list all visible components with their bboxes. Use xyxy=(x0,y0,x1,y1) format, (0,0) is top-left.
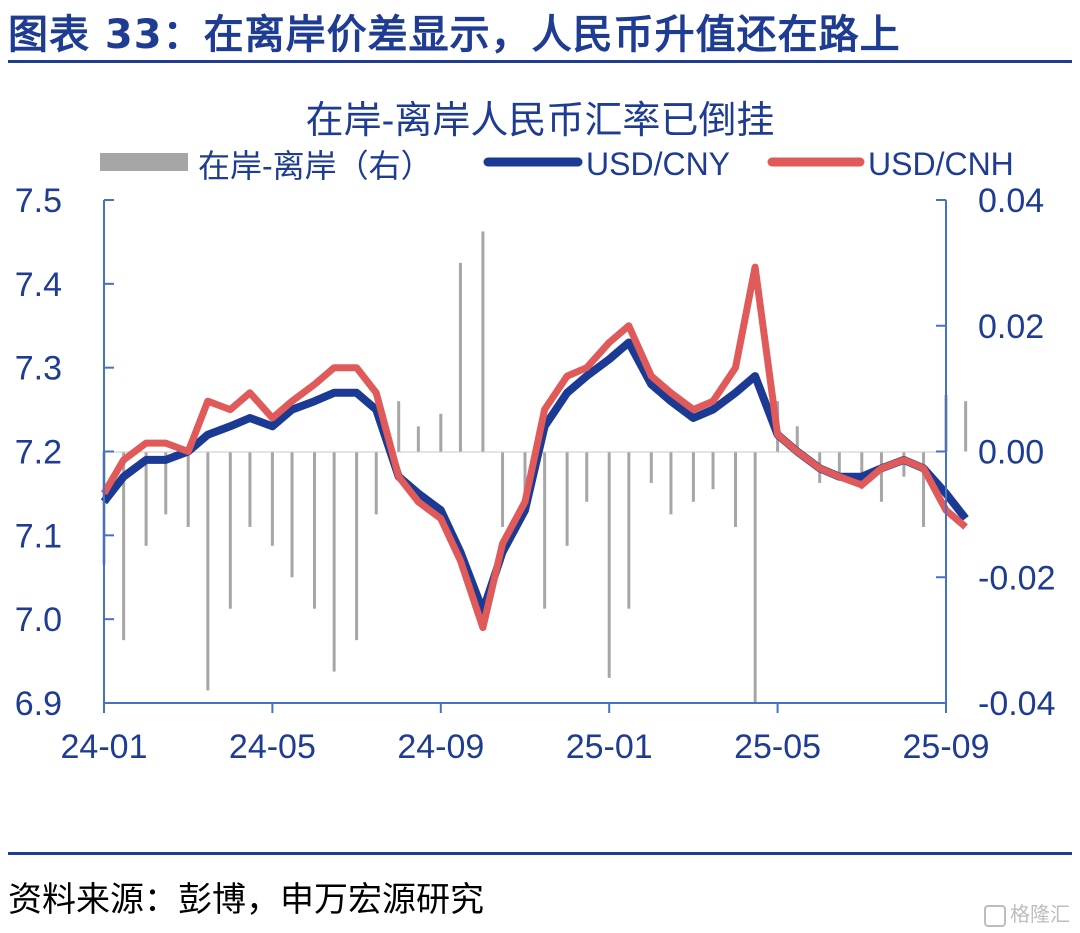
source-note: 资料来源：彭博，申万宏源研究 xyxy=(8,880,484,920)
x-tick-label: 25-09 xyxy=(903,728,990,766)
spread-bar xyxy=(439,413,443,452)
x-tick-label: 25-01 xyxy=(566,728,653,766)
y-left-tick-label: 7.5 xyxy=(15,182,62,220)
spread-bar xyxy=(585,451,589,502)
spread-bar xyxy=(332,451,336,672)
legend-label-spread: 在岸-离岸（右） xyxy=(198,148,433,184)
legend-swatch-spread xyxy=(100,153,188,171)
spread-bar xyxy=(355,451,359,641)
spread-bar xyxy=(228,451,232,609)
spread-bar xyxy=(795,426,799,452)
chart-title: 在岸-离岸人民币汇率已倒挂 xyxy=(306,100,775,142)
spread-bar xyxy=(248,451,252,527)
x-tick-label: 25-05 xyxy=(734,728,821,766)
y-left-tick-label: 7.1 xyxy=(15,517,62,555)
x-tick-label: 24-01 xyxy=(61,728,148,766)
y-right-tick-label: 0.00 xyxy=(978,434,1044,472)
watermark: 格隆汇 xyxy=(984,898,1070,927)
y-right-tick-label: 0.04 xyxy=(978,182,1044,220)
spread-bar xyxy=(879,451,883,502)
x-tick-label: 24-09 xyxy=(397,728,484,766)
spread-bar xyxy=(374,451,378,515)
spread-bar xyxy=(711,451,715,490)
spread-bar xyxy=(607,451,611,678)
spread-bar xyxy=(481,231,485,452)
spread-bar xyxy=(206,451,210,691)
spread-bar xyxy=(753,451,757,703)
footer-divider xyxy=(8,852,1072,855)
spread-bar xyxy=(734,451,737,527)
spread-bar xyxy=(964,401,968,452)
spread-bar xyxy=(627,451,631,609)
spread-bar xyxy=(860,451,864,490)
spread-bar xyxy=(523,451,527,502)
header-divider xyxy=(8,60,1072,63)
series-line-usd-cnh xyxy=(100,263,968,632)
spread-bar xyxy=(313,451,316,609)
y-left-tick-label: 6.9 xyxy=(15,685,62,723)
spread-bar xyxy=(186,451,190,527)
spread-bar xyxy=(501,451,505,527)
spread-bar xyxy=(164,451,168,515)
y-right-tick-label: -0.04 xyxy=(978,685,1056,723)
y-left-tick-label: 7.0 xyxy=(15,601,62,639)
x-tick-label: 24-05 xyxy=(229,728,316,766)
spread-bar xyxy=(458,262,462,452)
spread-bar xyxy=(565,451,569,546)
spread-bar xyxy=(416,426,420,452)
y-left-tick-label: 7.3 xyxy=(15,350,62,388)
y-left-tick-label: 7.2 xyxy=(15,434,62,472)
watermark-logo-icon xyxy=(984,904,1006,927)
y-right-tick-label: 0.02 xyxy=(978,308,1044,346)
spread-bar xyxy=(669,451,673,515)
spread-bar xyxy=(649,451,653,483)
spread-bar xyxy=(397,401,401,452)
y-right-tick-label: -0.02 xyxy=(978,559,1056,597)
spread-bar xyxy=(270,451,274,546)
legend-label-cnh: USD/CNH xyxy=(868,146,1014,182)
spread-bar xyxy=(290,451,294,578)
spread-bar xyxy=(691,451,695,502)
y-left-tick-label: 7.4 xyxy=(15,266,62,304)
page-title: 图表 33：在离岸价差显示，人民币升值还在路上 xyxy=(8,12,901,58)
spread-bar xyxy=(122,451,126,641)
legend: 在岸-离岸（右） USD/CNY USD/CNH xyxy=(100,146,1014,184)
spread-bar xyxy=(922,451,926,527)
watermark-text: 格隆汇 xyxy=(1010,902,1070,926)
legend-label-cny: USD/CNY xyxy=(586,146,730,182)
spread-bar xyxy=(144,451,148,546)
spread-bar xyxy=(543,451,547,609)
spread-bar xyxy=(837,451,841,477)
